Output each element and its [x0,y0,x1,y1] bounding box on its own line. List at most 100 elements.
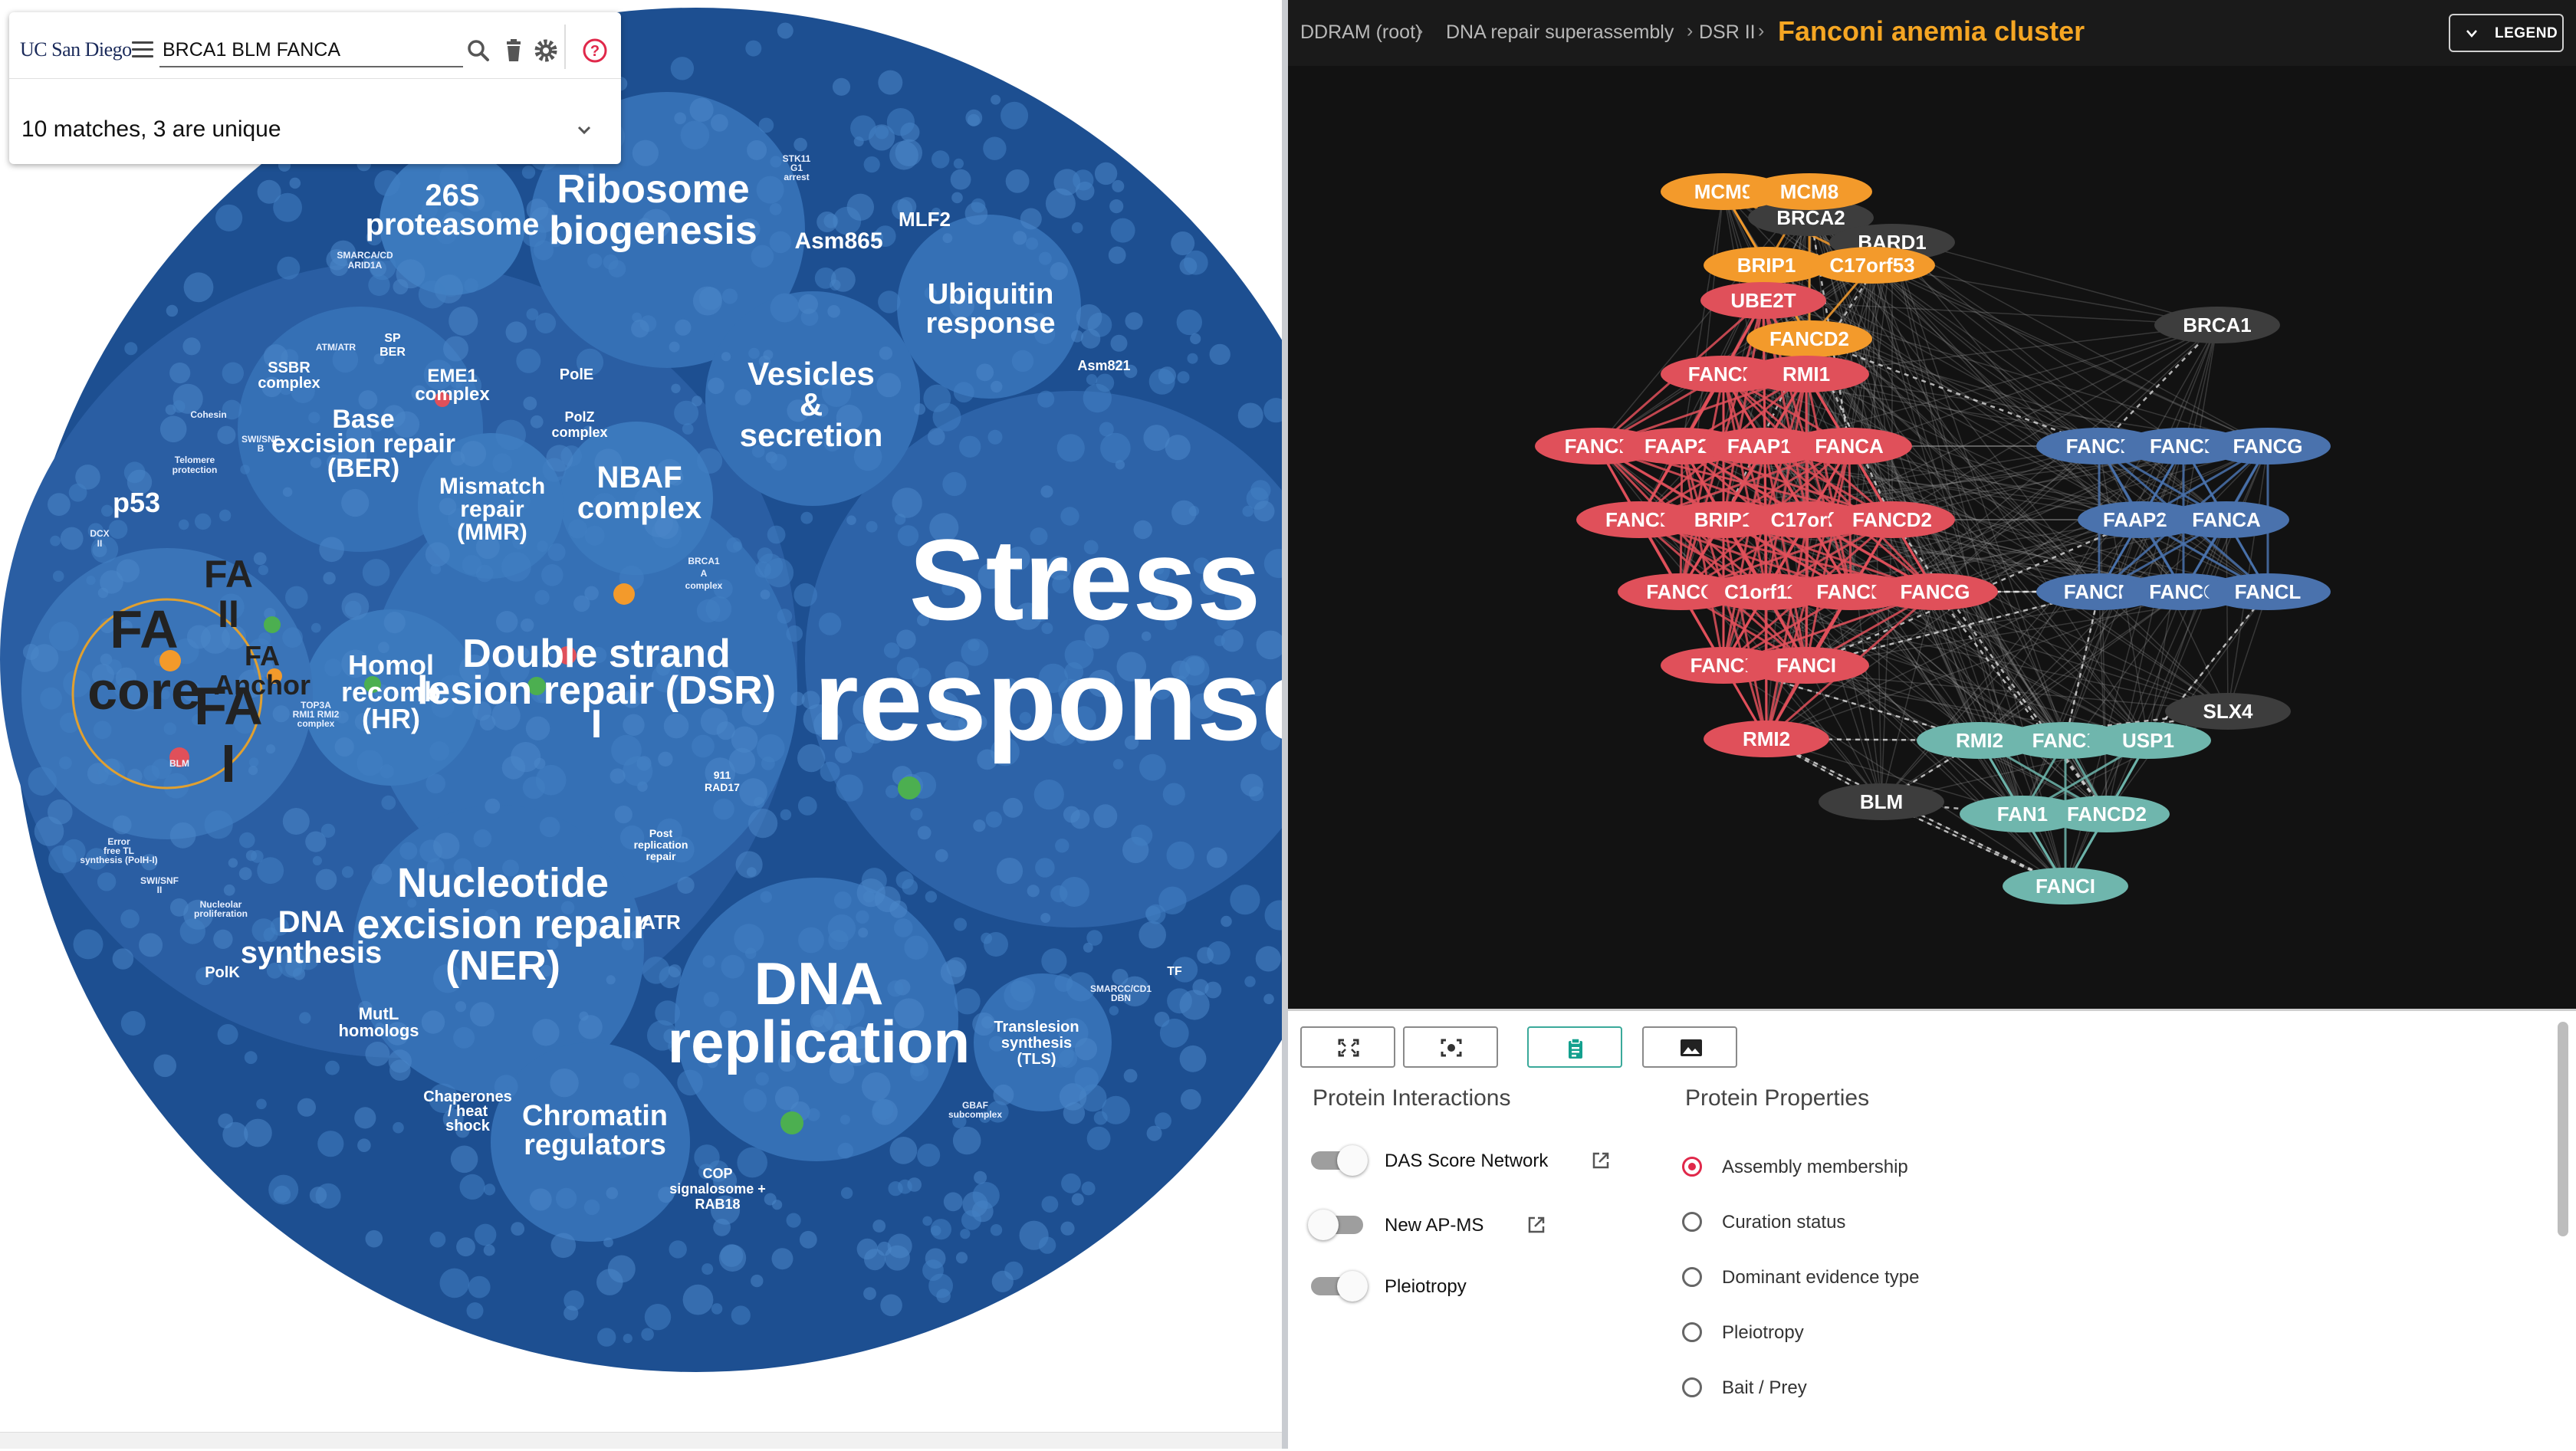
sub-assembly-circle[interactable] [166,304,179,317]
sub-assembly-circle[interactable] [846,193,875,221]
sub-assembly-circle[interactable] [357,1000,373,1016]
sub-assembly-circle[interactable] [1119,976,1150,1007]
sub-assembly-circle[interactable] [1072,706,1096,730]
sub-assembly-circle[interactable] [876,373,902,398]
sub-assembly-circle[interactable] [833,891,852,909]
sub-assembly-circle[interactable] [1031,313,1046,327]
sub-assembly-circle[interactable] [496,611,518,633]
sub-assembly-circle[interactable] [483,1183,496,1196]
sub-assembly-circle[interactable] [922,1259,944,1282]
sub-assembly-circle[interactable] [917,613,929,626]
sub-assembly-circle[interactable] [1123,1069,1138,1083]
sub-assembly-circle[interactable] [981,1016,994,1029]
sub-assembly-circle[interactable] [917,826,932,840]
sub-assembly-circle[interactable] [777,609,793,624]
sub-assembly-circle[interactable] [655,515,679,540]
sub-assembly-circle[interactable] [584,525,605,546]
sub-assembly-circle[interactable] [800,511,813,524]
sub-assembly-circle[interactable] [1038,1236,1056,1254]
sub-assembly-circle[interactable] [439,1268,470,1298]
sub-assembly-circle[interactable] [883,642,900,658]
sub-assembly-circle[interactable] [1242,505,1254,517]
sub-assembly-circle[interactable] [186,625,211,649]
sub-assembly-circle[interactable] [713,1168,738,1193]
sub-assembly-circle[interactable] [179,918,205,944]
network-node[interactable]: FANCA [1786,428,1912,465]
sub-assembly-circle[interactable] [950,169,971,190]
node-shape[interactable] [2205,573,2331,610]
sub-assembly-circle[interactable] [258,632,271,645]
sub-assembly-circle[interactable] [450,1145,478,1174]
sub-assembly-circle[interactable] [473,829,492,848]
sub-assembly-circle[interactable] [291,379,315,403]
sub-assembly-circle[interactable] [887,980,904,997]
sub-assembly-circle[interactable] [953,158,964,169]
sub-assembly-circle[interactable] [100,618,116,634]
sub-assembly-circle[interactable] [721,288,738,304]
sub-assembly-circle[interactable] [774,1086,800,1111]
sub-assembly-circle[interactable] [393,1121,404,1134]
sub-assembly-circle[interactable] [1055,839,1070,853]
sub-assembly-circle[interactable] [223,884,235,896]
sub-assembly-circle[interactable] [439,497,457,516]
sub-assembly-circle[interactable] [469,1002,495,1027]
sub-assembly-circle[interactable] [1264,900,1283,931]
sub-assembly-circle[interactable] [256,1098,267,1110]
sub-assembly-circle[interactable] [745,40,762,57]
sub-assembly-circle[interactable] [748,809,778,839]
sub-assembly-circle[interactable] [988,1036,1005,1052]
sub-assembly-circle[interactable] [1087,669,1115,698]
sub-assembly-circle[interactable] [702,955,715,968]
sub-assembly-circle[interactable] [240,465,250,474]
sub-assembly-circle[interactable] [222,362,244,384]
sub-assembly-circle[interactable] [108,520,128,539]
sub-assembly-circle[interactable] [1006,547,1030,571]
sub-assembly-circle[interactable] [268,1174,299,1205]
sub-assembly-circle[interactable] [797,796,817,816]
sub-assembly-circle[interactable] [856,910,869,924]
sub-assembly-circle[interactable] [435,222,457,245]
sub-assembly-circle[interactable] [893,998,925,1029]
network-node[interactable]: UBE2T [1700,282,1826,319]
sub-assembly-circle[interactable] [341,866,354,878]
sub-assembly-circle[interactable] [455,1124,470,1138]
sub-assembly-circle[interactable] [874,225,896,247]
sub-assembly-circle[interactable] [1155,1112,1171,1130]
sub-assembly-circle[interactable] [380,764,394,779]
sub-assembly-circle[interactable] [1109,199,1124,214]
breadcrumb-item[interactable]: DDRAM (root) [1300,21,1422,43]
sub-assembly-circle[interactable] [1041,622,1053,635]
node-shape[interactable] [1819,783,1944,820]
sub-assembly-circle[interactable] [1094,162,1118,185]
sub-assembly-circle[interactable] [127,469,153,495]
sub-assembly-circle[interactable] [1100,432,1131,464]
sub-assembly-circle[interactable] [606,1187,619,1200]
sub-assembly-circle[interactable] [1237,402,1263,428]
circle-pack-view[interactable]: 26S proteasome Ribosome biogenesis Asm86… [0,0,1282,1449]
sub-assembly-circle[interactable] [820,761,840,782]
sub-assembly-circle[interactable] [86,576,96,586]
sub-assembly-circle[interactable] [610,768,626,784]
sub-assembly-circle[interactable] [741,699,768,726]
node-shape[interactable] [1704,721,1829,757]
sub-assembly-circle[interactable] [516,348,541,373]
sub-assembly-circle[interactable] [872,1220,886,1233]
sub-assembly-circle[interactable] [651,663,682,693]
node-shape[interactable] [2164,501,2289,538]
sub-assembly-circle[interactable] [1010,977,1036,1003]
sub-assembly-circle[interactable] [537,540,548,552]
sub-assembly-circle[interactable] [1040,713,1072,744]
sub-assembly-circle[interactable] [468,1275,491,1298]
sub-assembly-circle[interactable] [1045,188,1076,218]
sub-assembly-circle[interactable] [215,204,243,231]
sub-assembly-circle[interactable] [658,751,673,767]
sub-assembly-circle[interactable] [315,868,337,891]
sub-assembly-circle[interactable] [97,872,117,891]
sub-assembly-circle[interactable] [332,346,359,373]
sub-assembly-circle[interactable] [897,525,919,547]
sub-assembly-circle[interactable] [448,508,469,530]
sub-assembly-circle[interactable] [941,582,955,596]
sub-assembly-circle[interactable] [801,691,820,710]
node-shape[interactable] [1743,647,1869,684]
sub-assembly-circle[interactable] [1190,693,1216,719]
